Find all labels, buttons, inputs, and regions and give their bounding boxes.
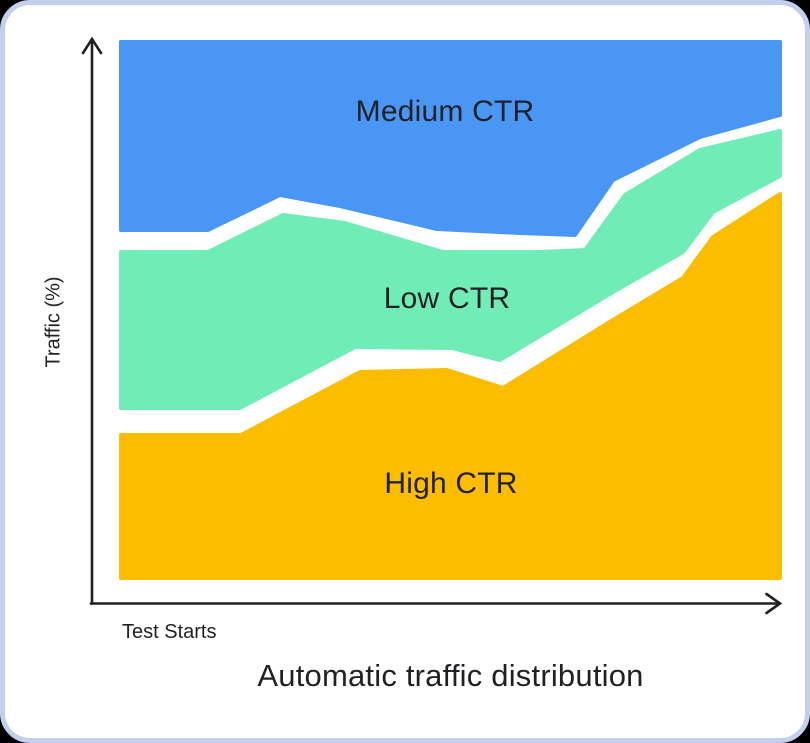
area-low-ctr — [119, 129, 782, 410]
area-high-ctr — [119, 192, 782, 580]
y-axis-arrowhead-icon — [81, 36, 103, 55]
area-label-low-ctr: Low CTR — [383, 282, 511, 315]
x-axis-start-label: Test Starts — [122, 621, 217, 643]
area-label-high-ctr: High CTR — [384, 467, 518, 500]
axes — [81, 36, 783, 615]
x-axis-arrowhead-icon — [765, 592, 783, 615]
y-axis-label: Traffic (%) — [42, 276, 65, 368]
chart-areas — [119, 40, 782, 580]
area-label-medium-ctr: Medium CTR — [355, 95, 535, 128]
chart-title: Automatic traffic distribution — [257, 658, 644, 693]
area-medium-ctr — [119, 40, 782, 237]
